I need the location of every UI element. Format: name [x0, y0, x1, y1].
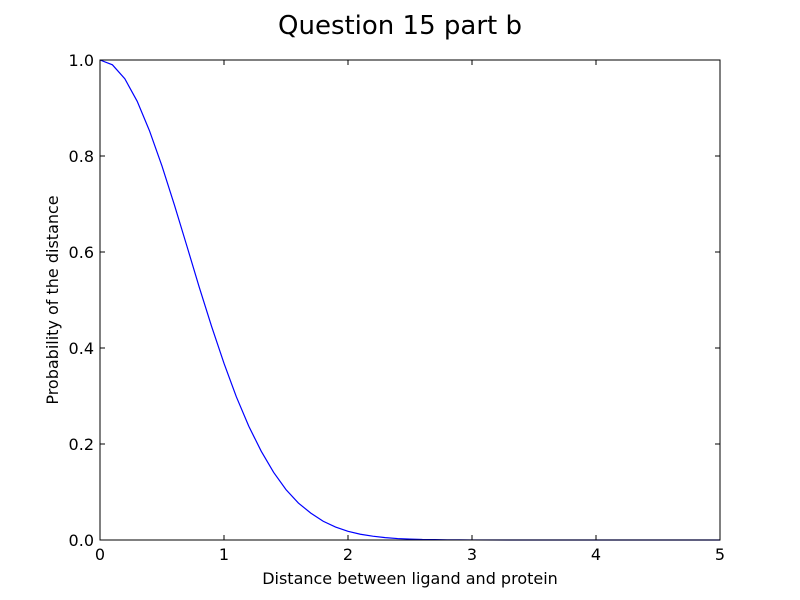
x-tick-label: 2: [343, 545, 353, 564]
y-tick-label: 0.2: [69, 435, 94, 454]
chart-title: Question 15 part b: [278, 11, 522, 41]
plot-area: [99, 59, 721, 541]
x-axis-ticks: 0 1 2 3 4 5: [95, 60, 725, 564]
x-tick-label: 3: [467, 545, 477, 564]
y-axis-label: Probability of the distance: [43, 195, 62, 404]
y-tick-label: 0.4: [69, 339, 94, 358]
y-axis-ticks: 0.0 0.2 0.4 0.6 0.8 1.0: [69, 51, 720, 550]
x-tick-label: 5: [715, 545, 725, 564]
y-tick-label: 0.0: [69, 531, 94, 550]
x-tick-label: 4: [591, 545, 601, 564]
plot-frame: [99, 59, 721, 541]
y-tick-label: 0.8: [69, 147, 94, 166]
x-tick-label: 1: [219, 545, 229, 564]
y-tick-label: 0.6: [69, 243, 94, 262]
y-tick-label: 1.0: [69, 51, 94, 70]
series-line-0: [99, 59, 720, 541]
x-axis-label: Distance between ligand and protein: [262, 569, 558, 588]
x-tick-label: 0: [95, 545, 105, 564]
